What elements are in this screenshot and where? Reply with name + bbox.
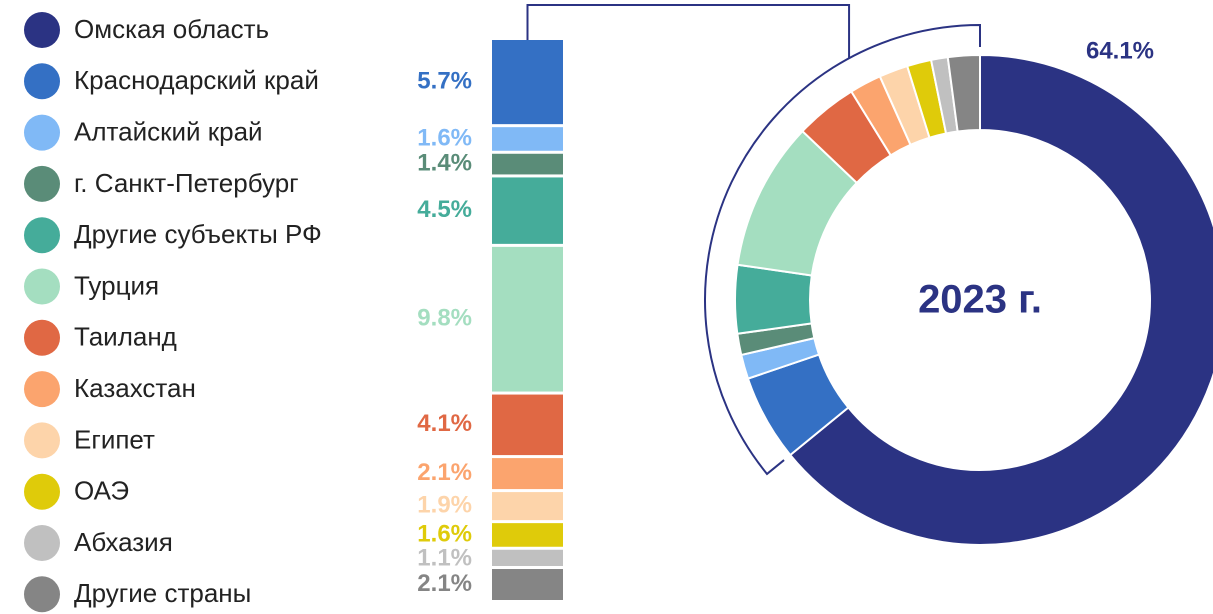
bar-segment — [492, 153, 563, 175]
legend-marker — [24, 525, 60, 561]
bar-segment — [492, 394, 563, 456]
legend-marker — [24, 319, 60, 356]
bar-segment — [492, 40, 563, 125]
value-label: 1.9% — [417, 491, 472, 518]
bar-segment — [492, 492, 563, 521]
legend-label: Турция — [74, 270, 159, 300]
legend-label: г. Санкт-Петербург — [74, 168, 299, 198]
value-label: 4.1% — [417, 410, 472, 437]
legend-marker — [24, 217, 60, 254]
donut-segment — [734, 263, 813, 335]
legend-label: Египет — [74, 424, 155, 454]
value-label: 1.6% — [417, 124, 472, 151]
legend-label: Таиланд — [74, 322, 177, 352]
value-label: 1.1% — [417, 544, 472, 571]
value-label: 2.1% — [417, 570, 472, 597]
legend-label: Краснодарский край — [74, 65, 319, 95]
legend-label: ОАЭ — [74, 476, 129, 506]
center-title: 2023 г. — [918, 278, 1042, 322]
value-label: 1.6% — [417, 520, 472, 547]
value-label: 5.7% — [417, 67, 472, 94]
legend-label: Казахстан — [74, 373, 196, 403]
bracket — [704, 23, 981, 476]
legend-marker — [24, 371, 60, 408]
value-label: 4.5% — [417, 196, 472, 223]
donut-segment — [788, 53, 1213, 546]
legend-marker — [24, 473, 60, 510]
legend-label: Другие страны — [74, 578, 251, 608]
legend-label: Абхазия — [74, 527, 173, 557]
bar-segment — [492, 523, 563, 547]
bar-segment — [492, 458, 563, 490]
legend-marker — [24, 165, 60, 202]
legend-label: Омская область — [74, 14, 269, 44]
bar-segment — [492, 568, 563, 600]
bar-segment — [492, 549, 563, 566]
legend-marker — [24, 114, 60, 151]
legend-marker — [24, 576, 60, 613]
bar-segment — [492, 127, 563, 151]
legend-marker — [24, 268, 60, 305]
legend-marker — [24, 63, 60, 100]
legend-marker — [24, 422, 60, 459]
value-label: 9.8% — [417, 305, 472, 332]
value-label: 64.1% — [1086, 37, 1154, 64]
legend-label: Алтайский край — [74, 116, 263, 146]
donut-segment — [946, 53, 981, 133]
bar-segment — [492, 246, 563, 392]
value-label: 1.4% — [417, 149, 472, 176]
connector — [526, 4, 851, 59]
bar-segment — [492, 177, 563, 244]
legend-label: Другие субъекты РФ — [74, 219, 322, 249]
legend-marker — [24, 12, 60, 48]
value-label: 2.1% — [417, 459, 472, 486]
